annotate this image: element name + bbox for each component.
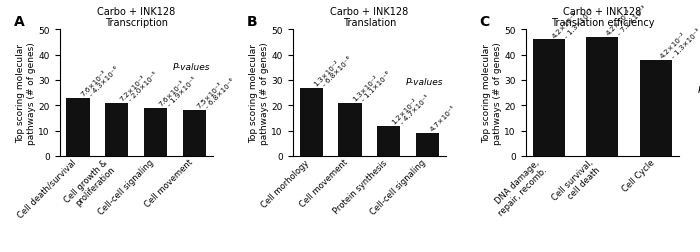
Bar <box>377 126 400 156</box>
Text: A: A <box>13 15 24 29</box>
Text: - 6.8×10⁻⁶: - 6.8×10⁻⁶ <box>204 78 237 110</box>
Text: 4.2×10⁻²: 4.2×10⁻² <box>659 31 687 59</box>
Text: - 1.1×10⁻⁶: - 1.1×10⁻⁶ <box>360 71 392 102</box>
Bar <box>144 108 167 156</box>
Text: 7.6×10⁻³: 7.6×10⁻³ <box>80 69 108 97</box>
Text: - 7.2×10⁻³: - 7.2×10⁻³ <box>617 5 648 37</box>
Y-axis label: Top scoring molecular
pathways (# of genes): Top scoring molecular pathways (# of gen… <box>16 42 36 144</box>
Bar <box>416 134 439 156</box>
Text: P-values: P-values <box>697 86 700 95</box>
Text: - 1.9×10⁻⁵: - 1.9×10⁻⁵ <box>166 76 197 107</box>
Y-axis label: Top scoring molecular
pathways (# of genes): Top scoring molecular pathways (# of gen… <box>482 42 502 144</box>
Text: C: C <box>480 15 490 29</box>
Text: - 4.7×10⁻⁵: - 4.7×10⁻⁵ <box>399 93 430 125</box>
Title: Carbo + INK128
Translation: Carbo + INK128 Translation <box>330 7 408 28</box>
Bar <box>586 38 618 156</box>
Text: 4.7×10⁻⁵: 4.7×10⁻⁵ <box>429 104 457 132</box>
Bar <box>105 103 128 156</box>
Bar <box>338 103 361 156</box>
Text: P-values: P-values <box>172 63 210 72</box>
Text: - 6.8×10⁻⁶: - 6.8×10⁻⁶ <box>321 55 354 87</box>
Text: - 4.3×10⁻⁶: - 4.3×10⁻⁶ <box>88 66 120 97</box>
Text: 1.3×10⁻²: 1.3×10⁻² <box>352 74 380 102</box>
Y-axis label: Top scoring molecular
pathways (# of genes): Top scoring molecular pathways (# of gen… <box>249 42 269 144</box>
Text: 4.2×10⁻²: 4.2×10⁻² <box>605 9 633 37</box>
Bar <box>66 98 90 156</box>
Text: - 1.3×10⁻³: - 1.3×10⁻³ <box>564 8 595 39</box>
Text: - 2.0×10⁻⁵: - 2.0×10⁻⁵ <box>127 71 159 102</box>
Text: 4.2×10⁻²: 4.2×10⁻² <box>552 11 580 39</box>
Bar <box>640 60 672 156</box>
Text: 7.2×10⁻³: 7.2×10⁻³ <box>119 74 147 102</box>
Title: Carbo + INK128
Transcription: Carbo + INK128 Transcription <box>97 7 175 28</box>
Text: 1.2×10⁻²: 1.2×10⁻² <box>391 97 419 125</box>
Bar <box>183 111 206 156</box>
Text: - 1.3×10⁻³: - 1.3×10⁻³ <box>671 28 700 59</box>
Text: B: B <box>246 15 257 29</box>
Text: 1.3×10⁻²: 1.3×10⁻² <box>313 59 341 87</box>
Text: 7.5×10⁻³: 7.5×10⁻³ <box>196 82 224 110</box>
Title: Carbo + INK128
Translation efficiency: Carbo + INK128 Translation efficiency <box>551 7 654 28</box>
Text: 7.6×10⁻³: 7.6×10⁻³ <box>158 79 186 107</box>
Text: P-values: P-values <box>405 78 443 87</box>
Bar <box>533 40 565 156</box>
Bar <box>300 88 323 156</box>
